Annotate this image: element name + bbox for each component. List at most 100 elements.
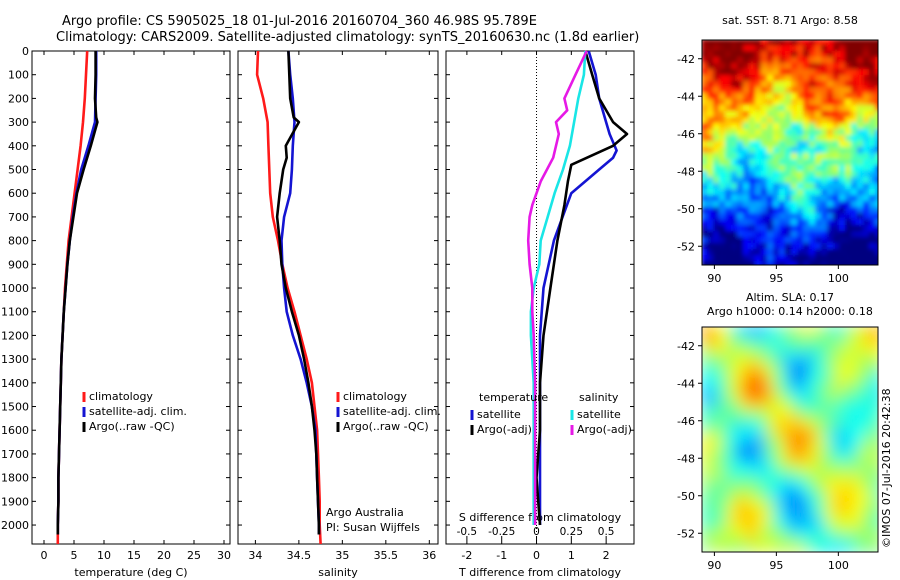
heatmap-cell bbox=[836, 327, 847, 337]
heatmap-cell bbox=[725, 117, 733, 125]
y-tick-label: 1800 bbox=[1, 472, 29, 485]
heatmap-cell bbox=[827, 479, 838, 490]
heatmap-cell bbox=[737, 75, 745, 83]
heatmap-cell bbox=[851, 123, 859, 131]
heatmap-cell bbox=[764, 407, 775, 418]
heatmap-cell bbox=[755, 45, 763, 53]
x-tick-label: -2 bbox=[461, 549, 472, 562]
y-tick-label: 1200 bbox=[1, 329, 29, 342]
heatmap-cell bbox=[797, 147, 805, 155]
heatmap-cell bbox=[725, 123, 733, 131]
heatmap-cell bbox=[800, 470, 811, 481]
heatmap-cell bbox=[872, 515, 878, 526]
heatmap-cell bbox=[815, 255, 823, 263]
heatmap-cell bbox=[854, 542, 865, 552]
heatmap-cell bbox=[737, 129, 745, 137]
heatmap-cell bbox=[713, 69, 721, 77]
heatmap-cell bbox=[857, 219, 865, 227]
heatmap-cell bbox=[737, 533, 748, 544]
heatmap-cell bbox=[869, 51, 877, 59]
heatmap-cell bbox=[809, 207, 817, 215]
heatmap-cell bbox=[845, 225, 853, 233]
heatmap-cell bbox=[713, 87, 721, 95]
heatmap-cell bbox=[818, 497, 829, 508]
heatmap-cell bbox=[761, 93, 769, 101]
heatmap-cell bbox=[875, 63, 878, 71]
heatmap-cell bbox=[707, 249, 715, 257]
heatmap-cell bbox=[737, 470, 748, 481]
heatmap-cell bbox=[863, 141, 871, 149]
heatmap-cell bbox=[872, 461, 878, 472]
heatmap-cell bbox=[707, 183, 715, 191]
heatmap-cell bbox=[839, 105, 847, 113]
heatmap-cell bbox=[731, 171, 739, 179]
heatmap-cell bbox=[791, 129, 799, 137]
heatmap-cell bbox=[743, 177, 751, 185]
map-y-tick-label: -46 bbox=[677, 415, 695, 428]
heatmap-cell bbox=[731, 135, 739, 143]
heatmap-cell bbox=[702, 57, 709, 65]
heatmap-cell bbox=[839, 183, 847, 191]
heatmap-cell bbox=[702, 461, 712, 472]
heatmap-cell bbox=[773, 171, 781, 179]
heatmap-cell bbox=[767, 255, 775, 263]
heatmap-cell bbox=[719, 225, 727, 233]
heatmap-cell bbox=[854, 533, 865, 544]
heatmap-cell bbox=[854, 443, 865, 454]
heatmap-cell bbox=[803, 189, 811, 197]
heatmap-cell bbox=[857, 123, 865, 131]
heatmap-cell bbox=[863, 353, 874, 364]
heatmap-cell bbox=[797, 153, 805, 161]
heatmap-cell bbox=[767, 159, 775, 167]
heatmap-cell bbox=[869, 99, 877, 107]
heatmap-cell bbox=[821, 99, 829, 107]
heatmap-cell bbox=[737, 225, 745, 233]
heatmap-cell bbox=[839, 171, 847, 179]
heatmap-cell bbox=[713, 207, 721, 215]
heatmap-cell bbox=[836, 443, 847, 454]
heatmap-cell bbox=[845, 117, 853, 125]
heatmap-cell bbox=[702, 416, 712, 427]
heatmap-cell bbox=[815, 111, 823, 119]
heatmap-cell bbox=[791, 213, 799, 221]
heatmap-cell bbox=[791, 249, 799, 257]
heatmap-cell bbox=[809, 165, 817, 173]
heatmap-cell bbox=[821, 261, 829, 265]
heatmap-cell bbox=[803, 69, 811, 77]
heatmap-cell bbox=[749, 45, 757, 53]
heatmap-cell bbox=[857, 87, 865, 95]
heatmap-cell bbox=[863, 416, 874, 427]
heatmap-cell bbox=[702, 488, 712, 499]
series-line-argo-raw-qc- bbox=[275, 50, 321, 535]
heatmap-cell bbox=[755, 407, 766, 418]
heatmap-cell bbox=[845, 443, 856, 454]
heatmap-cell bbox=[725, 189, 733, 197]
heatmap-cell bbox=[755, 497, 766, 508]
heatmap-cell bbox=[755, 249, 763, 257]
heatmap-cell bbox=[809, 51, 817, 59]
heatmap-cell bbox=[791, 51, 799, 59]
heatmap-cell bbox=[809, 425, 820, 436]
heatmap-cell bbox=[767, 135, 775, 143]
heatmap-cell bbox=[731, 81, 739, 89]
heatmap-cell bbox=[851, 183, 859, 191]
heatmap-cell bbox=[845, 111, 853, 119]
heatmap-cell bbox=[713, 51, 721, 59]
heatmap-cell bbox=[764, 398, 775, 409]
heatmap-cell bbox=[737, 69, 745, 77]
heatmap-cell bbox=[755, 207, 763, 215]
heatmap-cell bbox=[746, 452, 757, 463]
panel-temperature: 0100200300400500600700800900100011001200… bbox=[1, 45, 231, 579]
heatmap-cell bbox=[779, 81, 787, 89]
heatmap-cell bbox=[845, 51, 853, 59]
heatmap-cell bbox=[749, 195, 757, 203]
heatmap-cell bbox=[702, 425, 712, 436]
heatmap-cell bbox=[746, 515, 757, 526]
x-axis-label: temperature (deg C) bbox=[74, 566, 187, 579]
heatmap-cell bbox=[719, 207, 727, 215]
heatmap-cell bbox=[821, 231, 829, 239]
heatmap-cell bbox=[785, 225, 793, 233]
heatmap-cell bbox=[821, 177, 829, 185]
heatmap-cell bbox=[797, 159, 805, 167]
heatmap-cell bbox=[809, 362, 820, 373]
